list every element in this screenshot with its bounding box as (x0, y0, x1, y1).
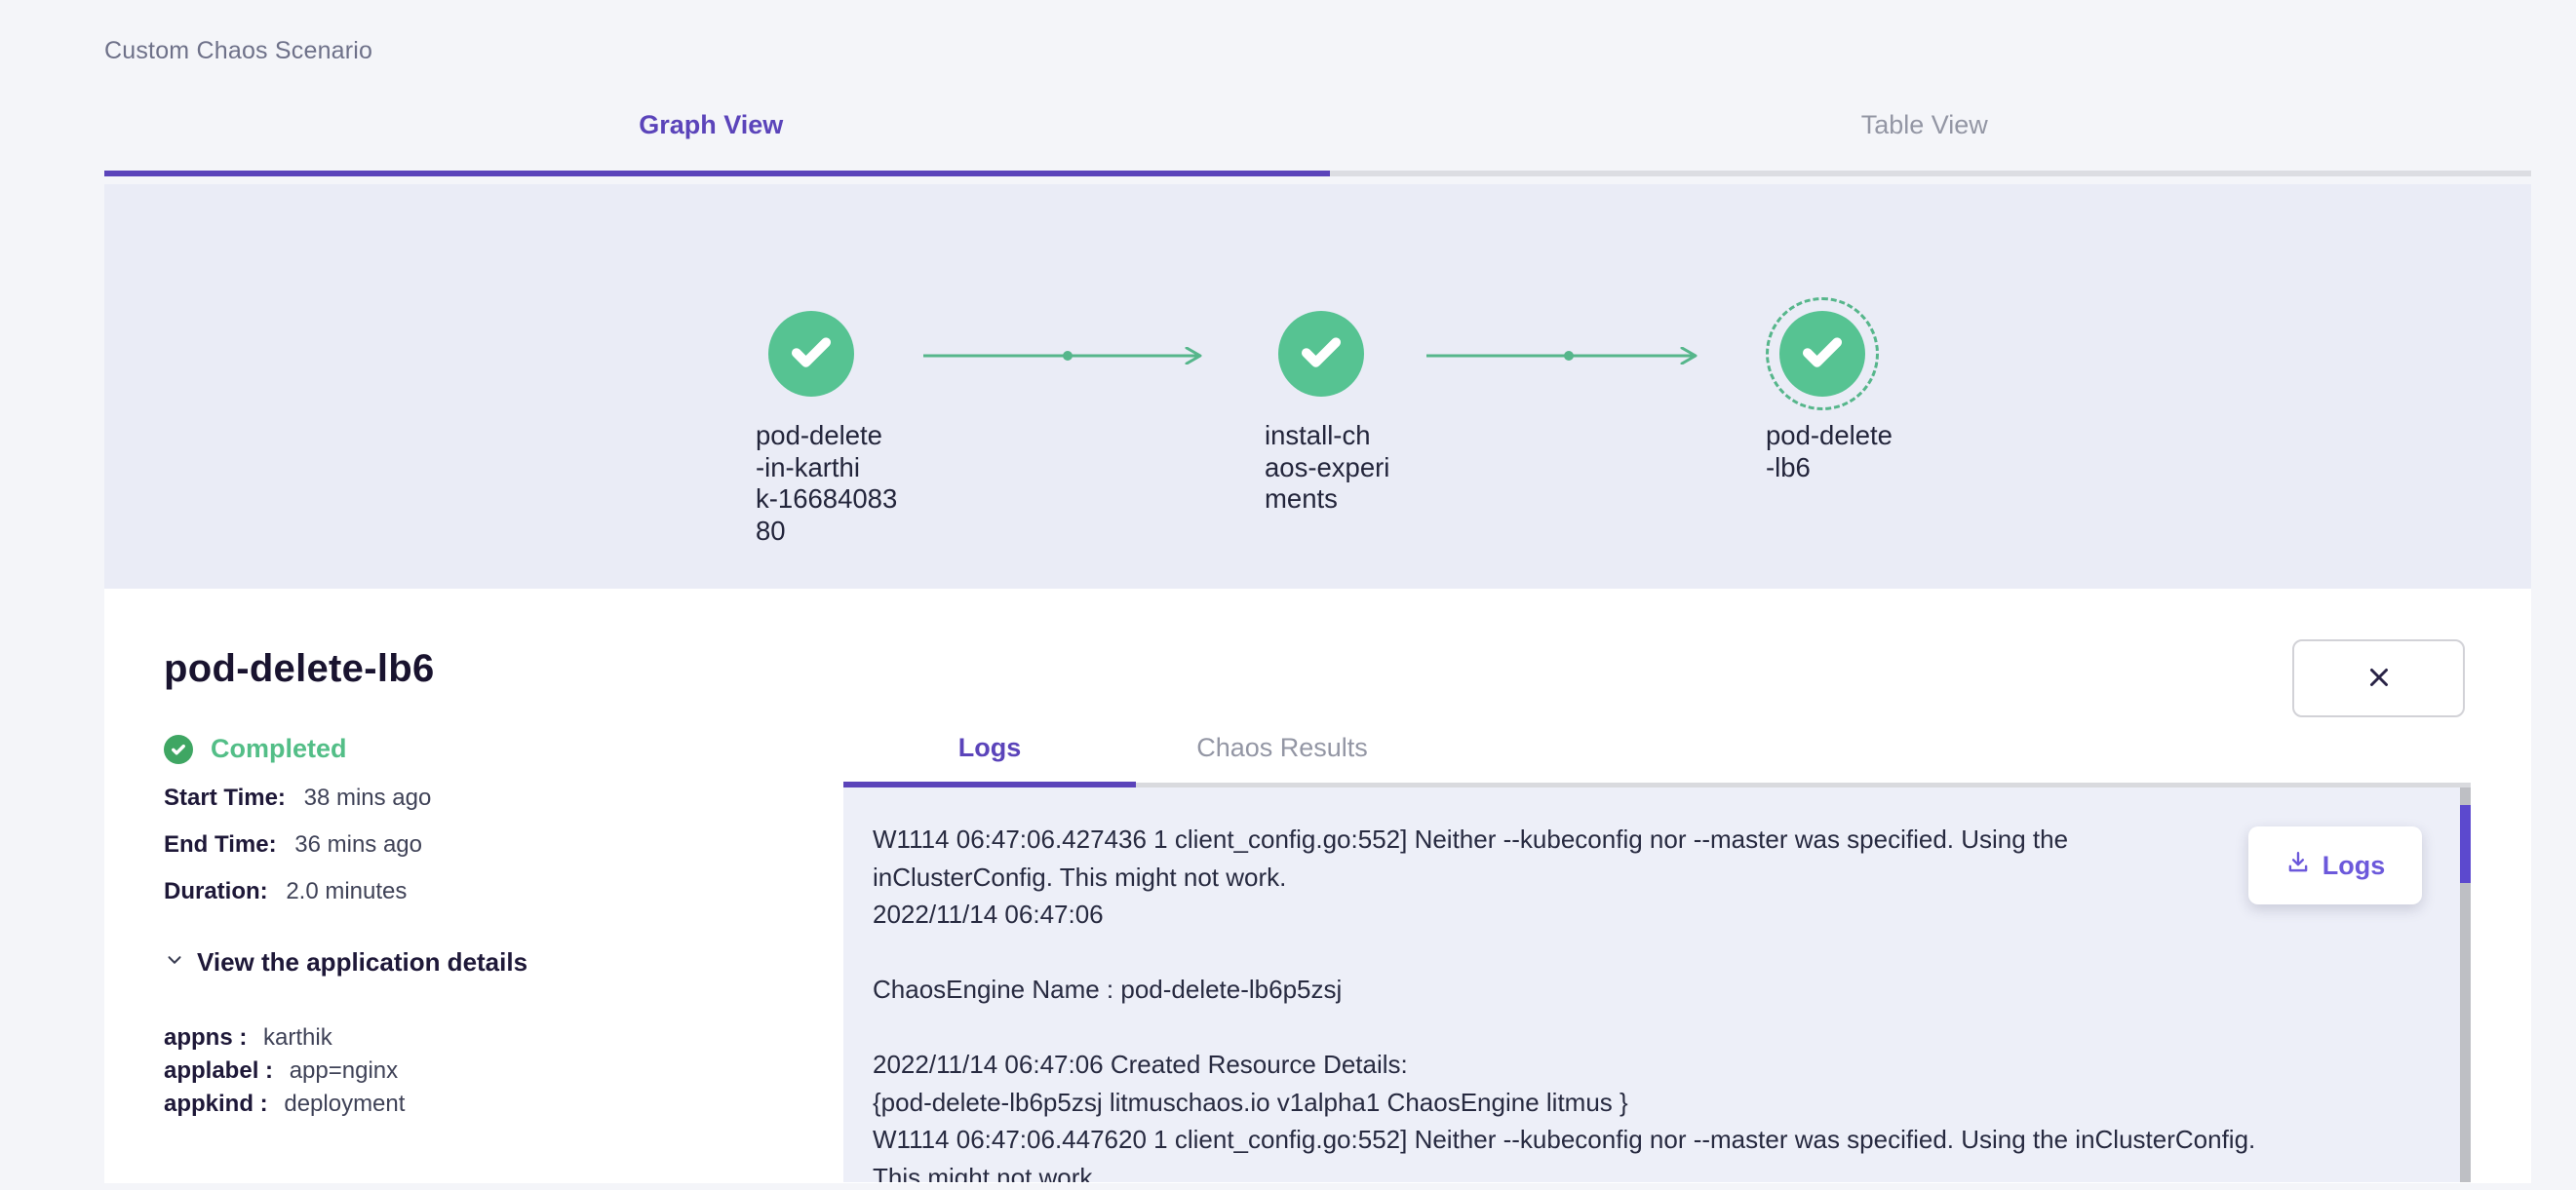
application-details-toggle[interactable]: View the application details (164, 947, 837, 978)
tab-chaos-results[interactable]: Chaos Results (1196, 733, 1368, 762)
applabel-row: applabel : app=nginx (164, 1055, 837, 1088)
end-time-value: 36 mins ago (294, 831, 422, 858)
close-details-button[interactable] (2292, 639, 2465, 717)
edge-arrow (923, 347, 1202, 365)
status-badge: Completed (164, 734, 837, 764)
graph-node-label[interactable]: pod-delete -in-karthi k-16684083 80 (756, 420, 898, 546)
appkind-value: deployment (284, 1091, 406, 1117)
start-time-row: Start Time: 38 mins ago (164, 786, 837, 811)
graph-node-install-chaos-experiments[interactable] (1278, 311, 1364, 397)
chaos-scenario-page: Custom Chaos Scenario Graph View Table V… (104, 0, 2531, 1183)
selected-node-ring (1766, 297, 1879, 410)
download-icon (2285, 850, 2311, 882)
start-time-value: 38 mins ago (303, 785, 432, 811)
download-logs-label: Logs (2322, 850, 2386, 880)
duration-row: Duration: 2.0 minutes (164, 879, 837, 904)
log-scrollbar-thumb[interactable] (2460, 805, 2471, 883)
view-tabs: Graph View Table View (104, 79, 2531, 176)
check-icon (1296, 326, 1347, 382)
check-icon (786, 326, 837, 382)
edge-arrow (1426, 347, 1698, 365)
duration-label: Duration: (164, 878, 268, 904)
start-time-label: Start Time: (164, 785, 286, 811)
status-check-icon (164, 734, 193, 764)
graph-node-label[interactable]: pod-delete -lb6 (1766, 420, 1893, 482)
graph-node-label[interactable]: install-ch aos-experi ments (1265, 420, 1390, 514)
logs-tabs: Logs Chaos Results (843, 713, 2471, 787)
appkind-label: appkind : (164, 1091, 268, 1117)
tab-logs[interactable]: Logs (957, 733, 1022, 762)
download-logs-button[interactable]: Logs (2248, 826, 2422, 904)
applabel-value: app=nginx (289, 1057, 399, 1084)
application-details: appns : karthik applabel : app=nginx app… (164, 1021, 837, 1121)
graph-node-pod-delete-lb6[interactable] (1779, 311, 1865, 397)
chevron-down-icon (164, 949, 197, 976)
node-summary: pod-delete-lb6 Completed Start Time: 38 … (164, 589, 837, 1121)
close-icon (2364, 663, 2394, 695)
appns-row: appns : karthik (164, 1021, 837, 1055)
edge-midpoint-dot (1564, 351, 1574, 361)
log-scrollbar-track[interactable] (2460, 787, 2471, 1182)
edge-midpoint-dot (1063, 351, 1073, 361)
tab-graph-view[interactable]: Graph View (639, 109, 784, 139)
active-logs-tab-indicator (843, 782, 1136, 787)
duration-value: 2.0 minutes (286, 878, 408, 904)
applabel-label: applabel : (164, 1057, 274, 1084)
node-logs-section: Logs Chaos Results W1114 06:47:06.427436… (843, 589, 2471, 1182)
workflow-graph: pod-delete -in-karthi k-16684083 80 inst… (104, 184, 2531, 589)
node-title: pod-delete-lb6 (164, 647, 435, 690)
breadcrumb: Custom Chaos Scenario (104, 37, 373, 64)
check-icon (1797, 326, 1848, 382)
application-details-toggle-label: View the application details (197, 947, 528, 977)
appkind-row: appkind : deployment (164, 1088, 837, 1121)
end-time-label: End Time: (164, 831, 277, 858)
tab-table-view[interactable]: Table View (1860, 109, 1988, 139)
status-label: Completed (211, 734, 347, 763)
active-view-tab-indicator (104, 171, 1330, 176)
log-content: W1114 06:47:06.427436 1 client_config.go… (873, 825, 2256, 1182)
appns-label: appns : (164, 1024, 248, 1051)
log-viewer: W1114 06:47:06.427436 1 client_config.go… (843, 787, 2471, 1182)
node-details-panel: pod-delete-lb6 Completed Start Time: 38 … (104, 589, 2531, 1183)
graph-node-pod-delete-in-karthik[interactable] (768, 311, 854, 397)
end-time-row: End Time: 36 mins ago (164, 832, 837, 858)
appns-value: karthik (263, 1024, 332, 1051)
